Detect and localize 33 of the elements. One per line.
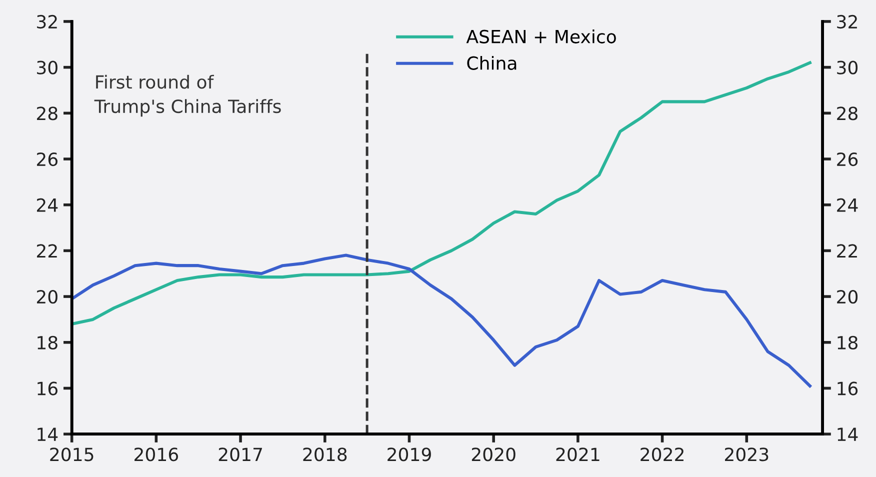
x-tick-label: 2023 <box>724 448 768 462</box>
x-tick-label: 2020 <box>472 448 516 462</box>
legend-label: ASEAN + Mexico <box>466 29 616 44</box>
y-tick-label: 30 <box>37 60 58 74</box>
x-tick-label: 2021 <box>556 448 600 462</box>
y-tick-label: 20 <box>36 290 58 304</box>
x-tick-label: 2019 <box>388 448 431 462</box>
y-tick-label: 18 <box>38 336 58 350</box>
y2-tick-label: 30 <box>837 60 858 74</box>
x-tick-label: 2016 <box>134 448 178 462</box>
y2-tick-label: 32 <box>837 14 857 29</box>
annotation: First round of Trump's China Tariffs <box>94 74 281 117</box>
y2-tick-label: 22 <box>837 244 857 258</box>
y2-tick-label: 26 <box>837 152 858 166</box>
y-tick-label: 32 <box>37 14 57 29</box>
y-tick-label: 16 <box>38 382 58 396</box>
y-tick-label: 22 <box>36 244 57 258</box>
y2-tick-label: 28 <box>837 106 858 120</box>
x-tick-label: 2022 <box>640 448 684 462</box>
y-tick-label: 26 <box>36 152 58 166</box>
x-tick-label: 2018 <box>303 448 347 462</box>
y2-tick-label: 18 <box>838 336 858 350</box>
y2-tick-label: 14 <box>838 428 858 441</box>
y-tick-label: 28 <box>36 106 58 120</box>
y-tick-label: 24 <box>36 198 58 212</box>
x-tick-label: 2015 <box>50 448 94 462</box>
legend-label: China <box>467 56 516 70</box>
y2-tick-label: 20 <box>837 290 858 304</box>
y-tick-label: 14 <box>38 428 58 441</box>
y2-tick-label: 16 <box>838 382 858 396</box>
line-series <box>72 254 812 388</box>
y2-tick-label: 24 <box>837 198 858 212</box>
x-tick-label: 2017 <box>218 448 262 462</box>
